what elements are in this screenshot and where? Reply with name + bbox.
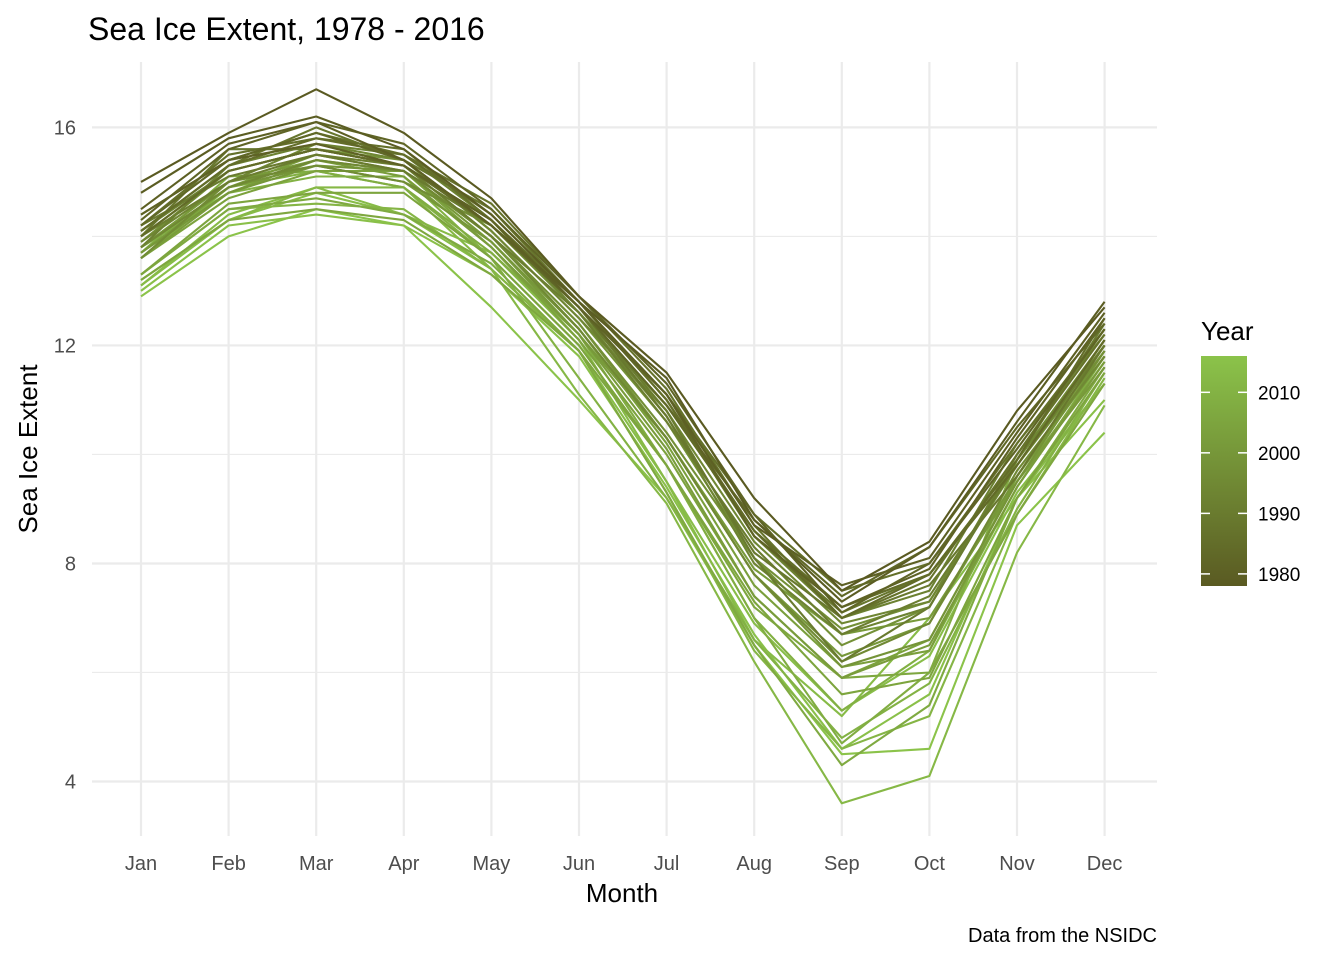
caption: Data from the NSIDC	[968, 925, 1157, 947]
series-line-1981	[140, 142, 1106, 609]
series-line-1979	[140, 115, 1106, 603]
y-tick-label-4: 4	[65, 771, 76, 793]
series-line-1991	[140, 153, 1106, 636]
legend-label-1980: 1980	[1258, 565, 1300, 586]
x-tick-label-jun: Jun	[563, 853, 595, 875]
legend-label-2010: 2010	[1258, 383, 1300, 404]
y-tick-labels: 4 8 12 16	[54, 117, 76, 793]
series-line-1980	[140, 120, 1106, 587]
series-line-2010	[140, 175, 1106, 739]
series-line-1978	[140, 88, 1106, 592]
x-tick-label-apr: Apr	[388, 853, 419, 875]
x-tick-label-aug: Aug	[736, 853, 772, 875]
x-tick-labels: Jan Feb Mar Apr May Jun Jul Aug Sep Oct Nov Dec	[125, 853, 1123, 875]
chart-title: Sea Ice Extent, 1978 - 2016	[88, 11, 485, 47]
series-line-2011	[140, 202, 1106, 750]
series-line-2008	[140, 169, 1106, 745]
x-tick-label-jan: Jan	[125, 853, 157, 875]
x-tick-label-oct: Oct	[914, 853, 946, 875]
series-line-2009	[140, 169, 1106, 712]
legend-label-1990: 1990	[1258, 504, 1300, 525]
series-line-2005	[140, 191, 1106, 696]
legend-ticks: 1980 1990 2000 2010	[1201, 383, 1300, 586]
legend-title: Year	[1201, 316, 1254, 346]
x-axis-title: Month	[586, 878, 658, 908]
series-line-2012	[140, 186, 1106, 805]
legend: Year 1980 1990 2000 2010	[1201, 316, 1300, 586]
series-line-2014	[140, 191, 1106, 712]
y-tick-label-16: 16	[54, 117, 76, 139]
x-tick-label-jul: Jul	[654, 853, 680, 875]
y-axis-title: Sea Ice Extent	[13, 364, 43, 534]
x-tick-label-may: May	[473, 853, 511, 875]
legend-colorbar	[1201, 356, 1247, 586]
series-line-1990	[140, 153, 1106, 663]
legend-label-2000: 2000	[1258, 444, 1300, 465]
x-tick-label-dec: Dec	[1087, 853, 1123, 875]
x-tick-label-nov: Nov	[999, 853, 1035, 875]
y-tick-label-8: 8	[65, 553, 76, 575]
series-line-2004	[140, 169, 1106, 679]
series-lines	[140, 88, 1106, 805]
series-line-2013	[140, 186, 1106, 718]
x-tick-label-feb: Feb	[211, 853, 245, 875]
y-tick-label-12: 12	[54, 335, 76, 357]
x-tick-label-sep: Sep	[824, 853, 860, 875]
series-line-2006	[140, 208, 1106, 679]
series-line-1995	[140, 159, 1106, 663]
x-tick-label-mar: Mar	[299, 853, 334, 875]
series-line-2007	[140, 197, 1106, 767]
series-line-1989	[140, 148, 1106, 620]
